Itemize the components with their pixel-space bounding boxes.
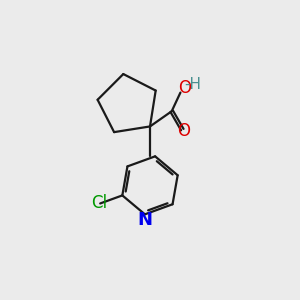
Text: O: O xyxy=(178,122,190,140)
Text: Cl: Cl xyxy=(91,194,107,212)
Text: N: N xyxy=(137,211,152,229)
Text: O: O xyxy=(178,80,191,98)
Text: -H: -H xyxy=(184,77,201,92)
